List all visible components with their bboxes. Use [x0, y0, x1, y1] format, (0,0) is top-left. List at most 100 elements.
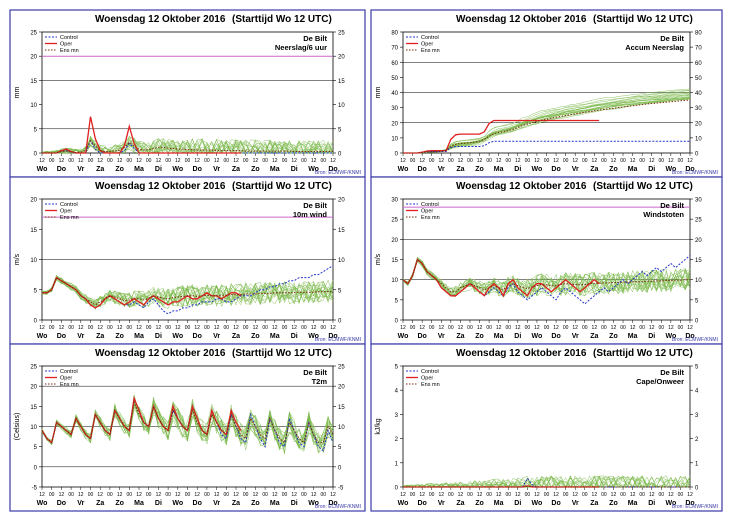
x-hour-label: 12 — [156, 325, 162, 331]
y-tick-label-right: 10 — [695, 136, 702, 142]
x-hour-label: 00 — [639, 492, 645, 498]
x-hour-label: 12 — [611, 492, 617, 498]
x-day-label: Wo — [532, 333, 543, 340]
x-day-label: Di — [514, 166, 521, 173]
x-hour-label: 00 — [448, 158, 454, 164]
ensemble-member-line — [402, 258, 691, 298]
variable-label: Windstoten — [643, 210, 684, 219]
chart-subtitle: (Starttijd Wo 12 UTC) — [593, 348, 693, 359]
x-hour-label: 00 — [301, 325, 307, 331]
y-tick-label-right: 5 — [695, 365, 699, 371]
chart-subtitle: (Starttijd Wo 12 UTC) — [593, 181, 693, 192]
x-hour-label: 00 — [678, 325, 684, 331]
y-tick-label: 0 — [34, 152, 38, 158]
chart-subtitle: (Starttijd Wo 12 UTC) — [593, 14, 693, 25]
y-tick-label-right: 20 — [338, 385, 345, 391]
x-hour-label: 00 — [185, 158, 191, 164]
legend-entry: Ens mn — [421, 382, 440, 388]
ensemble-member-line — [403, 91, 691, 154]
chart-panel-1: Woensdag 12 Oktober 2016 (Starttijd Wo 12… — [9, 9, 366, 178]
x-hour-label: 00 — [525, 325, 531, 331]
x-hour-label: 00 — [243, 492, 249, 498]
x-hour-label: 00 — [678, 158, 684, 164]
legend-entry: Ens mn — [421, 48, 440, 54]
location-label: De Bilt — [660, 201, 684, 210]
y-tick-label: 30 — [391, 198, 398, 204]
x-hour-label: 12 — [291, 325, 297, 331]
source-label: Bron: ECMWF/KNMI — [315, 170, 361, 176]
x-day-label: Zo — [609, 166, 618, 173]
x-hour-label: 00 — [88, 492, 94, 498]
y-tick-label: 20 — [30, 198, 37, 204]
legend-entry: Ens mn — [60, 215, 79, 221]
x-hour-label: 00 — [282, 325, 288, 331]
x-hour-label: 00 — [410, 325, 416, 331]
x-hour-label: 12 — [97, 158, 103, 164]
y-tick-label-right: 15 — [695, 258, 702, 264]
series-line-ens-mn — [41, 400, 334, 444]
x-day-label: Do — [193, 166, 202, 173]
legend-entry: Ens mn — [421, 215, 440, 221]
x-day-label: Ma — [628, 166, 638, 173]
x-day-label: Vr — [438, 166, 445, 173]
x-day-label: Wo — [665, 500, 676, 507]
x-hour-label: 00 — [321, 492, 327, 498]
y-tick-label: 3 — [395, 413, 399, 419]
x-hour-label: 00 — [282, 492, 288, 498]
x-hour-label: 12 — [592, 158, 598, 164]
x-day-label: Zo — [251, 333, 260, 340]
y-tick-label: 25 — [30, 31, 37, 37]
x-hour-label: 00 — [678, 492, 684, 498]
x-hour-label: 12 — [78, 158, 84, 164]
x-hour-label: 12 — [156, 158, 162, 164]
y-tick-label: 0 — [395, 152, 399, 158]
legend-entry: Control — [421, 202, 439, 208]
chart-title: Woensdag 12 Oktober 2016 — [95, 348, 226, 359]
y-tick-label: 15 — [30, 228, 37, 234]
x-hour-label: 12 — [136, 492, 142, 498]
y-axis-label: m/s — [14, 253, 21, 265]
x-hour-label: 12 — [291, 492, 297, 498]
x-hour-label: 00 — [486, 325, 492, 331]
series-line-ens-mn — [42, 140, 333, 154]
x-hour-label: 00 — [301, 158, 307, 164]
x-hour-label: 12 — [214, 492, 220, 498]
y-tick-label-right: 10 — [338, 425, 345, 431]
x-day-label: Do — [328, 333, 337, 340]
y-tick-label: 60 — [391, 61, 398, 67]
x-hour-label: 12 — [515, 158, 521, 164]
y-tick-label: 20 — [30, 55, 37, 61]
x-hour-label: 12 — [515, 325, 521, 331]
series-line-control — [403, 140, 690, 154]
x-day-label: Vr — [77, 333, 84, 340]
chart-panel-5: Woensdag 12 Oktober 2016 (Starttijd Wo 12… — [9, 343, 366, 512]
x-hour-label: 00 — [620, 492, 626, 498]
x-hour-label: 12 — [496, 325, 502, 331]
x-hour-label: 00 — [165, 492, 171, 498]
x-hour-label: 12 — [330, 492, 336, 498]
y-tick-label: 10 — [30, 103, 37, 109]
x-day-label: Wo — [398, 166, 409, 173]
x-hour-label: 12 — [534, 492, 540, 498]
y-tick-label: 80 — [391, 31, 398, 37]
x-hour-label: 00 — [505, 492, 511, 498]
x-day-label: Di — [648, 500, 655, 507]
x-day-label: Vr — [572, 333, 579, 340]
x-hour-label: 12 — [553, 158, 559, 164]
y-tick-label-right: 1 — [695, 461, 699, 467]
x-day-label: Ma — [134, 500, 144, 507]
x-hour-label: 12 — [97, 325, 103, 331]
x-hour-label: 00 — [107, 158, 113, 164]
x-day-label: Zo — [475, 166, 484, 173]
x-hour-label: 12 — [496, 492, 502, 498]
ensemble-member-line — [403, 90, 691, 154]
x-day-label: Wo — [37, 333, 48, 340]
x-hour-label: 12 — [553, 492, 559, 498]
x-day-label: Wo — [665, 333, 676, 340]
x-hour-label: 00 — [601, 492, 607, 498]
x-hour-label: 00 — [467, 492, 473, 498]
location-label: De Bilt — [303, 34, 327, 43]
x-hour-label: 12 — [136, 158, 142, 164]
